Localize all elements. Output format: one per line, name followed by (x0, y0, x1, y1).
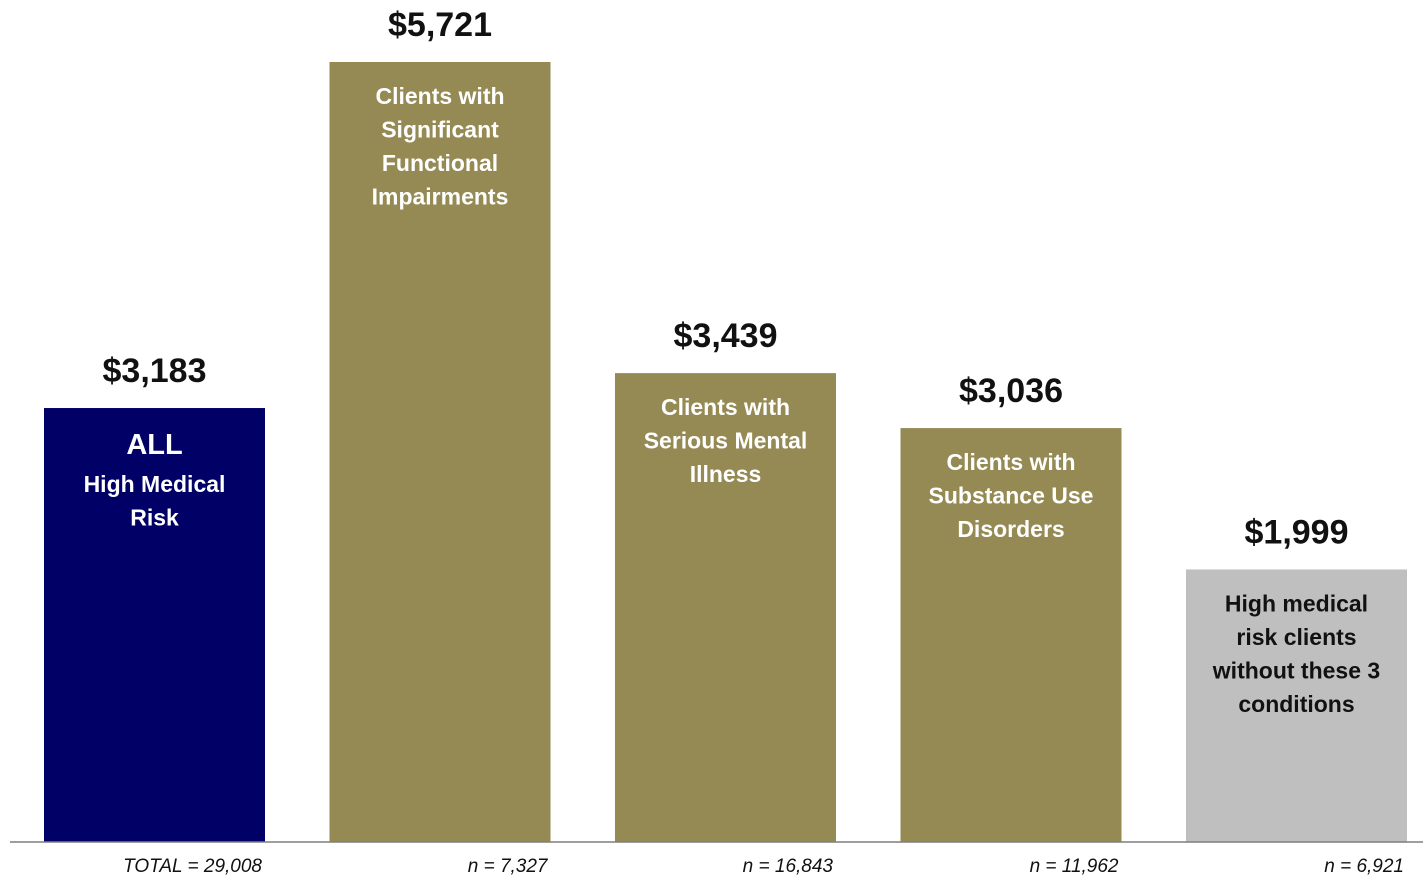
bar-label-line-2-2: Significant (381, 117, 499, 143)
bar-label-line-4-2: Substance Use (929, 483, 1094, 509)
bar-5 (1186, 569, 1407, 842)
bar-1 (44, 408, 265, 842)
bar-label-line-5-1: High medical (1225, 590, 1368, 616)
value-label-1: $3,183 (103, 352, 207, 390)
bar-label-line-1-1: High Medical (84, 471, 226, 497)
bar-label-line-5-4: conditions (1238, 691, 1354, 717)
labels-layer: $3,183 ALL High Medical Risk $5,721 Clients w… (84, 6, 1381, 717)
bar-label-line-5-3: without these 3 (1212, 657, 1380, 683)
value-label-5: $1,999 (1245, 513, 1349, 551)
bar-label-line-3-3: Illness (690, 461, 762, 487)
bar-headline-1: ALL (126, 429, 182, 461)
count-label-3: n = 16,843 (743, 856, 834, 877)
value-label-2: $5,721 (388, 6, 492, 44)
bar-label-line-1-2: Risk (130, 505, 179, 531)
count-label-5: n = 6,921 (1324, 856, 1404, 877)
bar-label-line-4-1: Clients with (946, 449, 1075, 475)
bar-3 (615, 373, 836, 842)
bar-2 (329, 62, 551, 842)
bar-label-line-2-3: Functional (382, 150, 498, 176)
count-label-1: TOTAL = 29,008 (123, 856, 262, 877)
counts-layer: TOTAL = 29,008 n = 7,327 n = 16,843 n = 11,… (123, 856, 1404, 877)
bar-label-line-3-1: Clients with (661, 394, 790, 420)
bar-label-line-5-2: risk clients (1236, 624, 1356, 650)
value-label-4: $3,036 (959, 372, 1063, 410)
bars-layer (44, 62, 1407, 842)
count-label-2: n = 7,327 (468, 856, 549, 877)
count-label-4: n = 11,962 (1030, 856, 1119, 877)
bar-4 (900, 428, 1122, 842)
bar-label-line-3-2: Serious Mental (644, 428, 808, 454)
bar-label-line-4-3: Disorders (957, 516, 1064, 542)
bar-label-line-2-1: Clients with (375, 83, 504, 109)
value-label-3: $3,439 (674, 317, 778, 355)
bar-label-line-2-4: Impairments (372, 184, 509, 210)
